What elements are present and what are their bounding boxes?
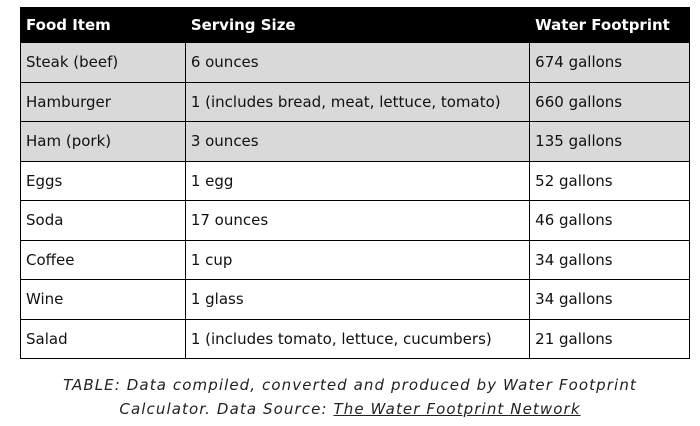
- table-cell: Wine: [20, 279, 186, 320]
- table-cell: Ham (pork): [20, 121, 186, 162]
- table-cell: 660 gallons: [529, 81, 690, 122]
- source-link[interactable]: The Water Footprint Network: [333, 400, 581, 418]
- caption-text: TABLE: Data compiled, converted and prod…: [63, 376, 637, 418]
- table-cell: Eggs: [20, 160, 186, 201]
- table-cell: 1 glass: [184, 279, 531, 320]
- table-cell: Steak (beef): [20, 42, 186, 83]
- table-cell: 1 cup: [184, 239, 531, 280]
- header-cell: Water Footprint: [529, 7, 690, 43]
- table-cell: 135 gallons: [529, 121, 690, 162]
- table-cell: 46 gallons: [529, 200, 690, 241]
- table-cell: 34 gallons: [529, 239, 690, 280]
- table-row: Wine 1 glass 34 gallons: [20, 279, 690, 320]
- table-body: Steak (beef) 6 ounces 674 gallons Hamburger…: [20, 42, 690, 359]
- table-row: Soda 17 ounces 46 gallons: [20, 200, 690, 241]
- header-cell: Food Item: [20, 7, 186, 43]
- table-row: Eggs 1 egg 52 gallons: [20, 160, 690, 201]
- table-row: Salad 1 (includes tomato, lettuce, cucumb…: [20, 318, 690, 359]
- header-cell: Serving Size: [184, 7, 531, 43]
- table-cell: 1 egg: [184, 160, 531, 201]
- table-cell: Coffee: [20, 239, 186, 280]
- table-cell: 6 ounces: [184, 42, 531, 83]
- header-row: Food Item Serving Size Water Footprint: [20, 7, 690, 43]
- table-cell: 17 ounces: [184, 200, 531, 241]
- table-cell: Hamburger: [20, 81, 186, 122]
- table-cell: 674 gallons: [529, 42, 690, 83]
- table-row: Hamburger 1 (includes bread, meat, lettuc…: [20, 81, 690, 122]
- table-row: Ham (pork) 3 ounces 135 gallons: [20, 121, 690, 162]
- table-row: Coffee 1 cup 34 gallons: [20, 239, 690, 280]
- table-cell: 1 (includes tomato, lettuce, cucumbers): [184, 318, 531, 359]
- water-footprint-table: Food Item Serving Size Water Footprint Ste…: [20, 7, 690, 359]
- caption: TABLE: Data compiled, converted and prod…: [20, 373, 680, 421]
- table-cell: Soda: [20, 200, 186, 241]
- table-row: Steak (beef) 6 ounces 674 gallons: [20, 42, 690, 83]
- table-cell: Salad: [20, 318, 186, 359]
- table-cell: 3 ounces: [184, 121, 531, 162]
- table-cell: 1 (includes bread, meat, lettuce, tomato…: [184, 81, 531, 122]
- table-cell: 52 gallons: [529, 160, 690, 201]
- table-cell: 34 gallons: [529, 279, 690, 320]
- table-cell: 21 gallons: [529, 318, 690, 359]
